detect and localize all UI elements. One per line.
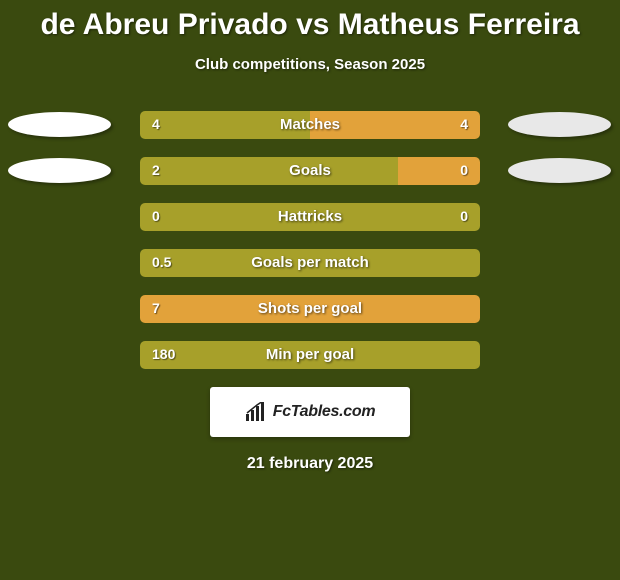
logo-text: FcTables.com (273, 403, 376, 421)
stat-bar: 180Min per goal (140, 341, 480, 369)
page-title: de Abreu Privado vs Matheus Ferreira (0, 0, 620, 42)
stat-label: Min per goal (140, 346, 480, 363)
stat-row: 20Goals (0, 157, 620, 185)
stat-label: Goals per match (140, 254, 480, 271)
stat-bar: 7Shots per goal (140, 295, 480, 323)
stat-row: 7Shots per goal (0, 295, 620, 323)
stat-label: Shots per goal (140, 300, 480, 317)
stat-row: 00Hattricks (0, 203, 620, 231)
stat-row: 180Min per goal (0, 341, 620, 369)
player-ellipse-right (508, 112, 611, 137)
stat-label: Matches (140, 116, 480, 133)
chart-icon (245, 402, 267, 422)
date-label: 21 february 2025 (0, 455, 620, 473)
stat-label: Hattricks (140, 208, 480, 225)
player-ellipse-left (8, 158, 111, 183)
subtitle: Club competitions, Season 2025 (0, 56, 620, 73)
fctables-logo[interactable]: FcTables.com (210, 387, 410, 437)
player-ellipse-right (508, 158, 611, 183)
stat-bar: 44Matches (140, 111, 480, 139)
stat-bar: 0.5Goals per match (140, 249, 480, 277)
player-ellipse-left (8, 112, 111, 137)
stats-container: 44Matches 20Goals 00Hattricks 0.5Goals per … (0, 111, 620, 369)
stat-bar: 20Goals (140, 157, 480, 185)
stat-label: Goals (140, 162, 480, 179)
stat-bar: 00Hattricks (140, 203, 480, 231)
stat-row: 0.5Goals per match (0, 249, 620, 277)
stat-row: 44Matches (0, 111, 620, 139)
